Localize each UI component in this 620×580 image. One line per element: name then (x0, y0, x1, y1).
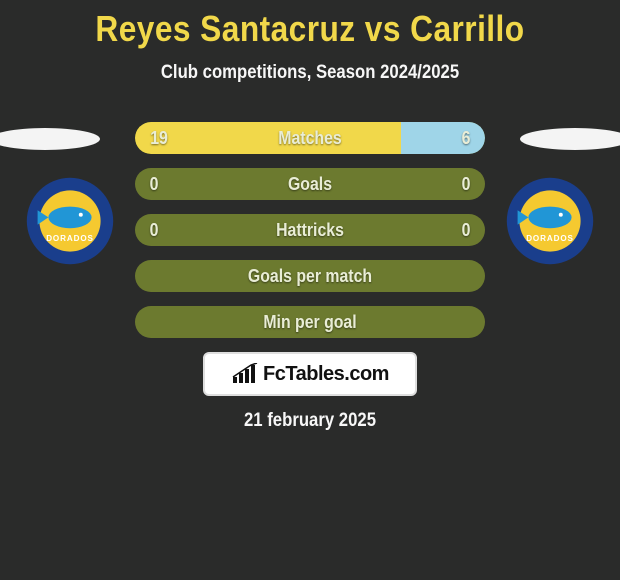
brand-box: FcTables.com (203, 352, 417, 396)
comparison-subtitle: Club competitions, Season 2024/2025 (37, 62, 583, 84)
player-left-placeholder (0, 128, 100, 150)
svg-text:DORADOS: DORADOS (46, 234, 94, 243)
comparison-date: 21 february 2025 (37, 410, 583, 432)
comparison-title: Reyes Santacruz vs Carrillo (37, 8, 583, 50)
stat-row: 00Goals (135, 168, 485, 200)
stat-label: Min per goal (156, 306, 464, 338)
stat-rows: 196Matches 00Goals 00Hattricks Goals per ma… (135, 122, 485, 352)
svg-text:DORADOS: DORADOS (526, 234, 574, 243)
stat-label: Matches (156, 122, 464, 154)
stat-label: Goals (156, 168, 464, 200)
stat-label: Goals per match (156, 260, 464, 292)
stat-row: Goals per match (135, 260, 485, 292)
stat-row: Min per goal (135, 306, 485, 338)
bar-chart-icon (231, 363, 259, 385)
club-badge-left: DORADOS (25, 176, 115, 266)
stat-row: 00Hattricks (135, 214, 485, 246)
club-badge-right: DORADOS (505, 176, 595, 266)
stat-row: 196Matches (135, 122, 485, 154)
stat-label: Hattricks (156, 214, 464, 246)
brand-text: FcTables.com (263, 363, 389, 386)
player-right-placeholder (520, 128, 620, 150)
